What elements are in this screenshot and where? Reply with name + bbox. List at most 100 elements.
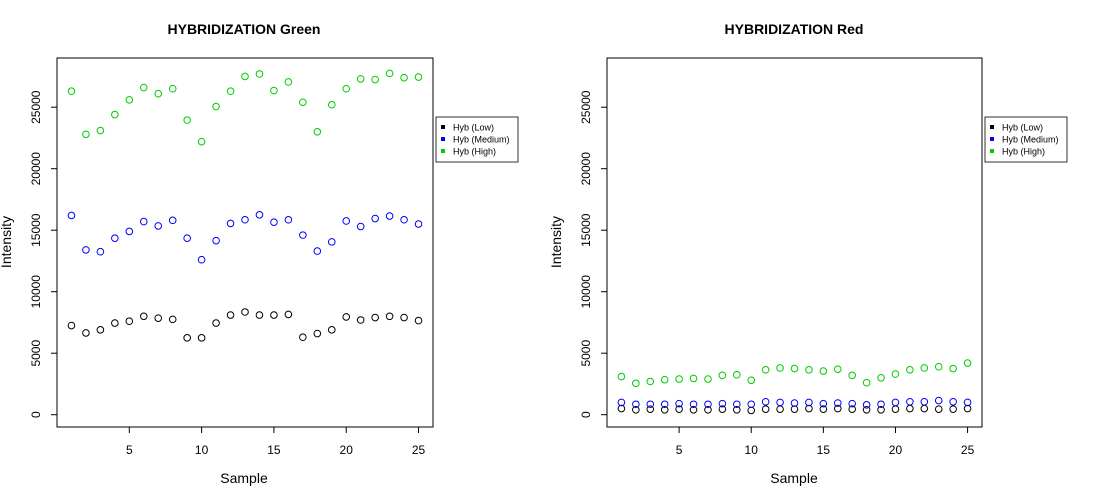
data-point-high <box>949 364 957 373</box>
data-points <box>617 359 972 415</box>
data-point-low <box>848 405 856 413</box>
x-tick-label: 5 <box>676 443 683 457</box>
data-point-medium <box>212 236 220 245</box>
data-point-medium <box>646 400 655 409</box>
y-tick-label: 10000 <box>579 275 593 309</box>
data-point-high <box>747 376 756 385</box>
data-point-low <box>226 311 235 319</box>
data-point-low <box>414 316 423 325</box>
data-point-high <box>342 84 351 93</box>
data-point-medium <box>414 220 423 228</box>
data-point-low <box>833 404 842 413</box>
data-point-high <box>371 75 379 84</box>
data-point-high <box>761 366 770 374</box>
data-point-low <box>949 405 957 413</box>
data-point-high <box>299 98 307 107</box>
data-point-medium <box>675 399 683 408</box>
data-point-high <box>689 374 698 383</box>
data-point-medium <box>761 397 770 406</box>
x-tick-label: 10 <box>195 443 209 457</box>
data-point-medium <box>833 399 842 407</box>
data-point-high <box>718 371 727 380</box>
x-axis-label: Sample <box>770 470 818 486</box>
data-point-medium <box>733 400 741 409</box>
y-axis-ticks: 0 5000 10000 15000 20000 25000 <box>579 90 607 418</box>
data-point-medium <box>96 247 105 256</box>
data-point-high <box>819 367 828 375</box>
y-tick-label: 15000 <box>29 213 43 247</box>
legend-label-medium: Hyb (Medium) <box>453 135 510 145</box>
data-point-low <box>617 404 626 413</box>
data-point-medium <box>313 247 322 255</box>
data-point-medium <box>862 401 871 409</box>
data-point-medium <box>776 398 784 407</box>
x-tick-label: 10 <box>745 443 759 457</box>
data-point-low <box>111 319 119 327</box>
data-point-high <box>385 69 394 78</box>
data-point-medium <box>632 400 640 409</box>
data-point-low <box>255 311 264 319</box>
data-point-low <box>299 333 307 342</box>
data-point-low <box>632 405 640 414</box>
data-point-medium <box>371 214 379 223</box>
data-point-high <box>660 375 669 384</box>
data-point-low <box>805 404 813 413</box>
data-point-low <box>906 404 914 413</box>
x-axis-ticks: 5 10 15 20 25 <box>676 427 975 457</box>
data-point-low <box>96 326 105 334</box>
x-tick-label: 20 <box>340 443 354 457</box>
data-point-low <box>385 312 394 321</box>
data-point-high <box>139 83 148 92</box>
chart-title: HYBRIDIZATION Red <box>725 21 864 37</box>
data-point-low <box>139 312 148 321</box>
x-tick-label: 25 <box>961 443 975 457</box>
data-point-medium <box>385 212 394 220</box>
data-point-high <box>284 78 293 86</box>
data-point-high <box>906 366 914 374</box>
plot-frame <box>606 57 983 428</box>
data-point-high <box>646 377 655 386</box>
legend-label-high: Hyb (High) <box>1002 147 1045 157</box>
data-point-low <box>197 334 206 342</box>
data-point-medium <box>891 398 900 407</box>
legend-label-medium: Hyb (Medium) <box>1002 135 1059 145</box>
data-point-high <box>67 87 76 96</box>
legend-marker-high <box>990 149 994 153</box>
y-tick-label: 0 <box>579 411 593 418</box>
data-point-medium <box>284 215 293 224</box>
y-axis-ticks: 0 5000 10000 15000 20000 25000 <box>29 90 57 418</box>
data-point-low <box>675 405 683 413</box>
data-point-high <box>805 366 813 374</box>
data-point-high <box>125 96 134 104</box>
data-point-high <box>963 359 972 367</box>
data-point-low <box>313 329 322 338</box>
data-point-low <box>183 334 191 342</box>
data-point-low <box>212 319 220 327</box>
y-tick-label: 20000 <box>579 152 593 186</box>
data-point-low <box>400 313 408 322</box>
data-point-low <box>891 405 900 413</box>
data-point-medium <box>82 246 90 254</box>
data-point-high <box>704 375 712 383</box>
x-axis-label: Sample <box>220 470 268 486</box>
x-tick-label: 15 <box>267 443 281 457</box>
data-point-medium <box>327 238 336 246</box>
data-point-medium <box>963 398 972 407</box>
y-tick-label: 25000 <box>29 90 43 124</box>
data-point-low <box>342 313 351 321</box>
legend-label-low: Hyb (Low) <box>1002 123 1043 133</box>
data-point-low <box>963 404 972 413</box>
data-point-medium <box>299 231 307 239</box>
data-point-high <box>111 110 119 119</box>
data-point-low <box>920 404 929 413</box>
legend-marker-low <box>441 125 445 129</box>
y-tick-label: 10000 <box>29 275 43 309</box>
data-point-low <box>327 326 336 334</box>
data-point-medium <box>877 400 885 409</box>
data-point-low <box>82 329 90 337</box>
x-tick-label: 15 <box>817 443 831 457</box>
data-point-medium <box>689 400 698 409</box>
data-point-medium <box>790 399 799 407</box>
data-point-medium <box>660 400 669 409</box>
